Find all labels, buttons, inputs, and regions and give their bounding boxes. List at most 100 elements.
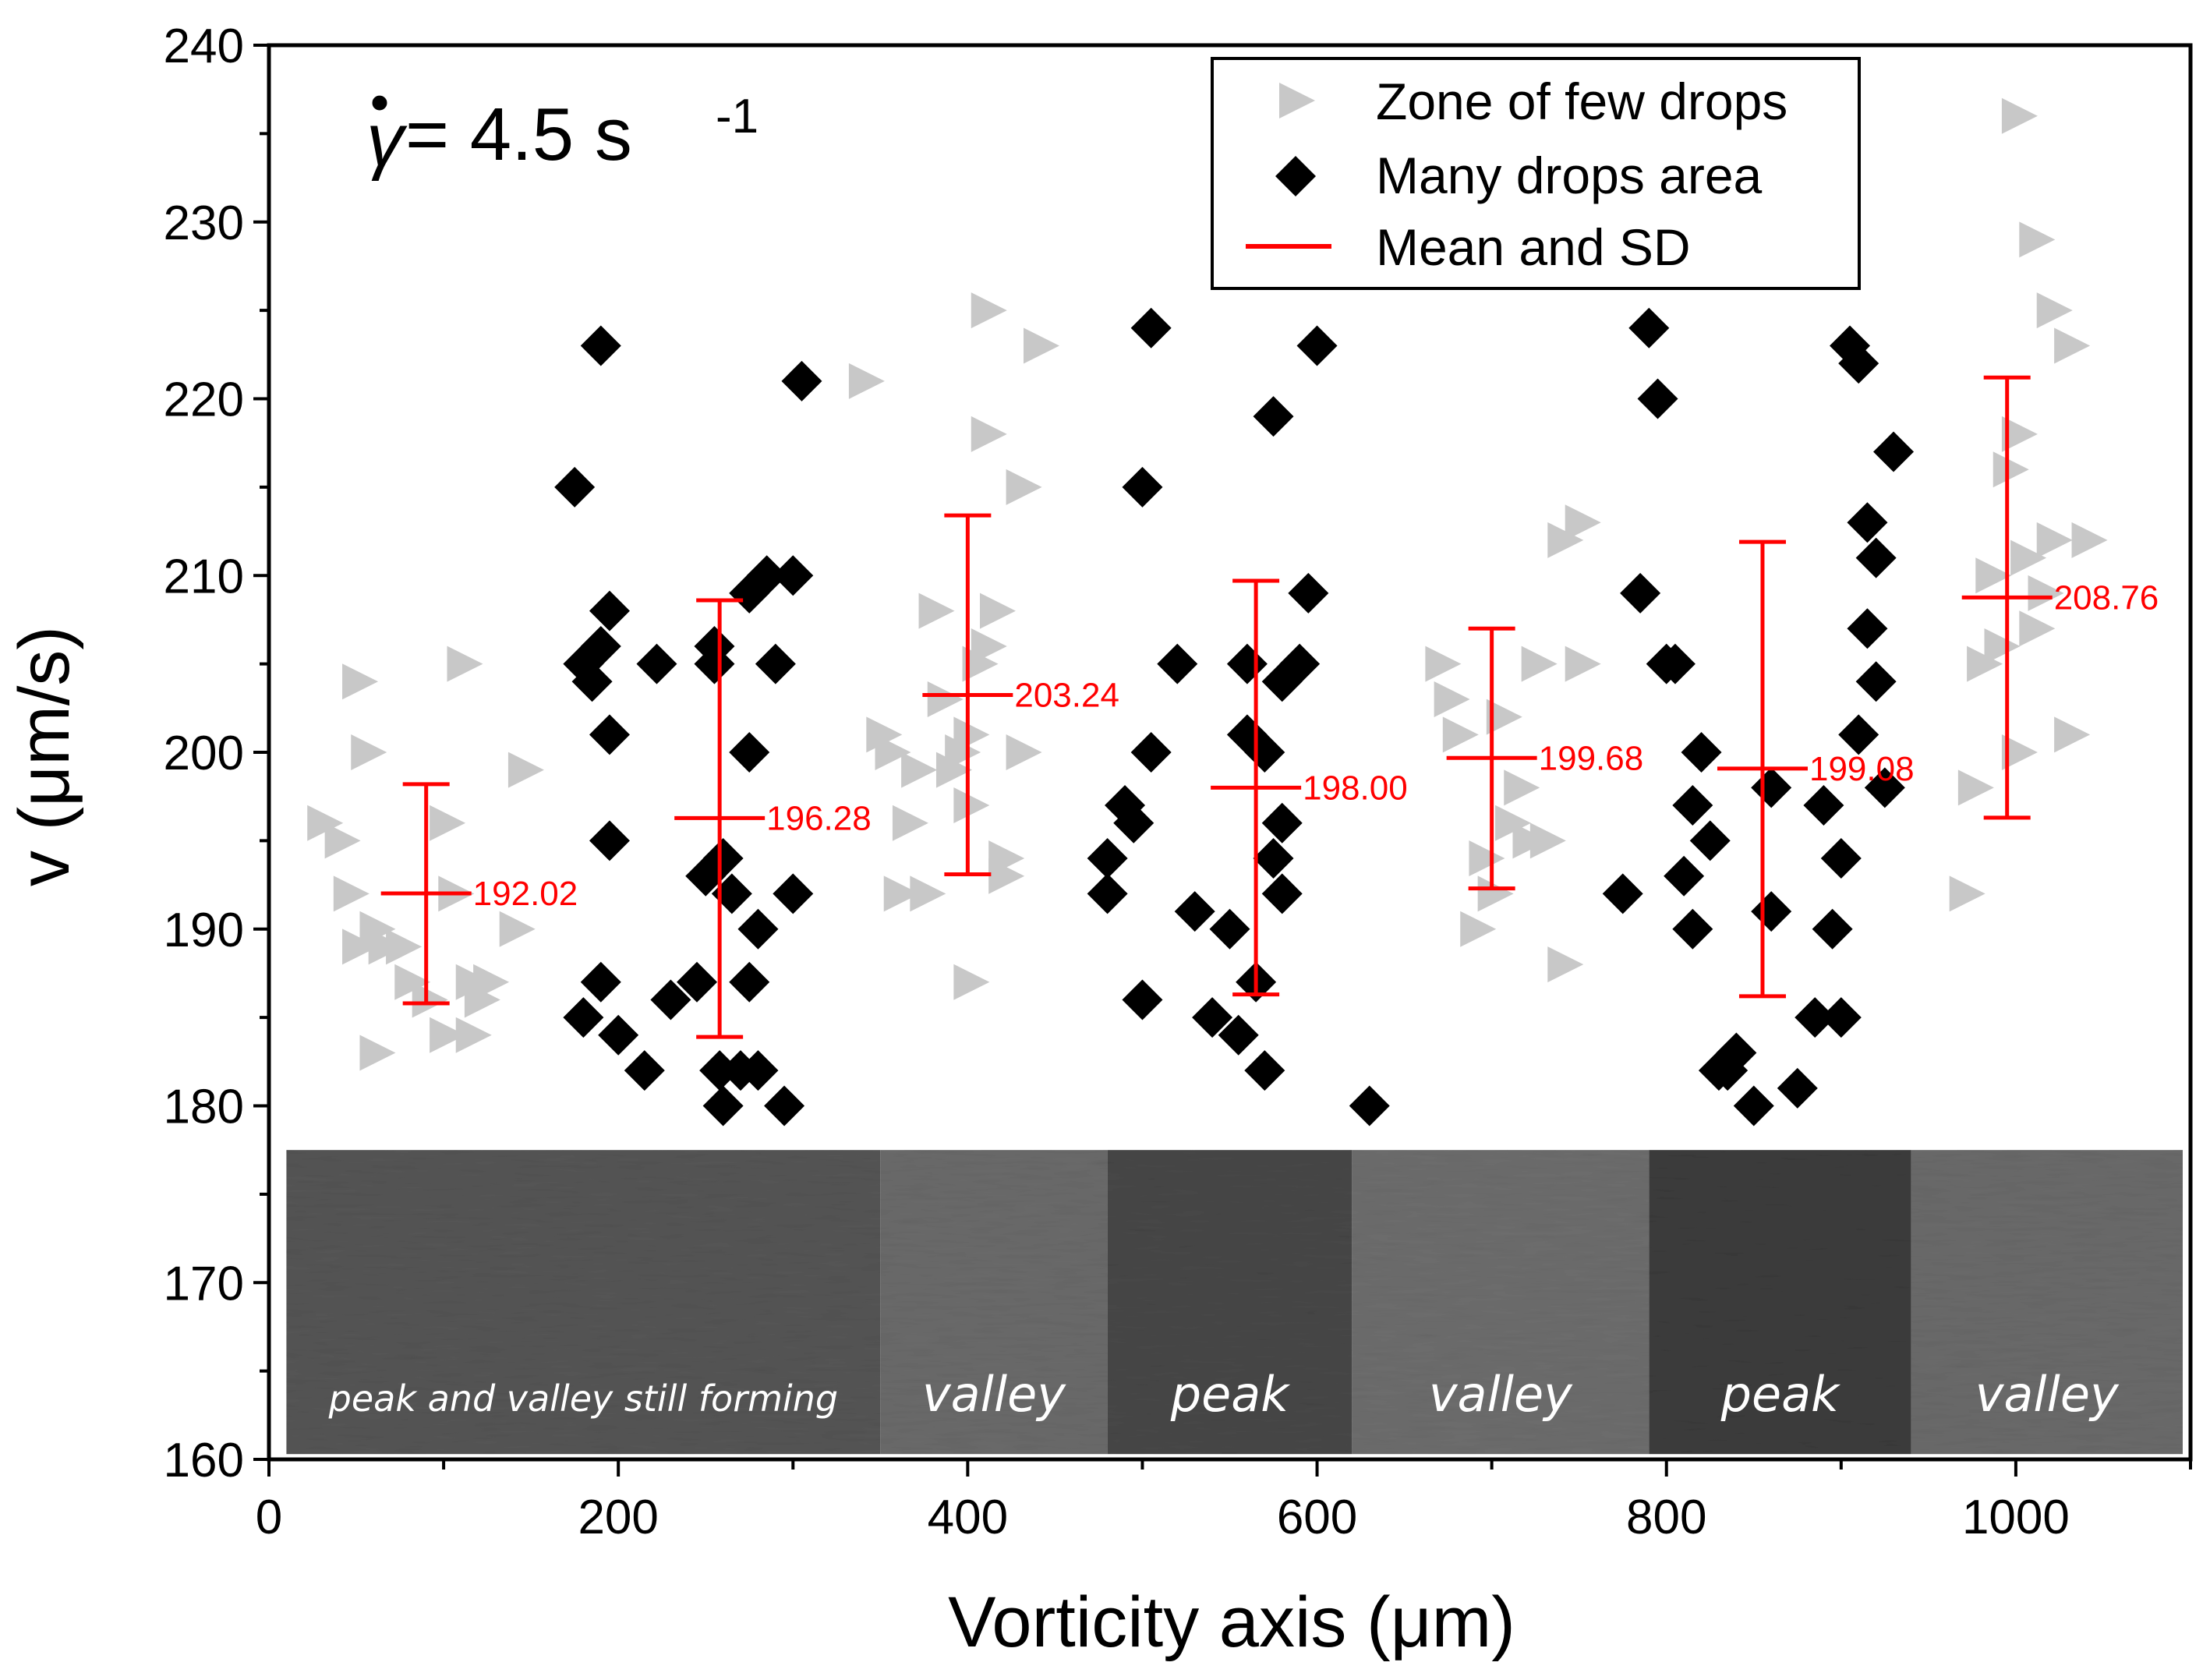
many-drops-point-38 [1113,802,1155,844]
many-drops-point-46 [1209,908,1250,950]
mean-sd-6: 199.08 [1717,539,1915,999]
legend-marker-few-drops [1279,83,1315,118]
many-drops-point-82 [1812,908,1853,950]
few-drops-point-3 [333,875,370,912]
legend-marker-many-drops [1275,156,1316,196]
many-drops-point-22 [711,873,752,914]
mean-value-label-3: 203.24 [1014,677,1119,715]
many-drops-point-40 [1122,979,1163,1020]
few-drops-point-80 [2019,221,2056,258]
few-drops-point-10 [386,928,423,965]
few-drops-point-52 [1477,875,1514,912]
band-label-5: peak [1720,1366,1840,1423]
few-drops-point-76 [2054,327,2091,364]
many-drops-point-91 [1855,537,1897,578]
many-drops-point-89 [1847,608,1888,649]
many-drops-point-9 [589,714,630,755]
mean-value-label-6: 199.08 [1809,750,1915,788]
mean-sd-2: 196.28 [674,598,872,1039]
band-segment-1 [286,1150,881,1455]
many-drops-point-10 [589,820,630,861]
few-drops-point-78 [2071,522,2108,558]
few-drops-point-69 [2001,416,2038,452]
many-drops-point-53 [1253,838,1294,879]
many-drops-point-42 [1130,732,1172,773]
band-label-3: peak [1170,1366,1290,1423]
few-drops-point-62 [1565,645,1601,682]
many-drops-point-60 [1296,325,1338,366]
many-drops-point-84 [1820,838,1862,879]
few-drops-point-57 [1521,645,1558,682]
few-drops-point-75 [2036,292,2073,329]
mean-value-label-5: 199.68 [1539,739,1644,777]
many-drops-point-28 [737,1050,779,1091]
band-label-1: peak and valley still forming [328,1378,838,1420]
few-drops-point-4 [342,663,379,700]
few-drops-point-13 [430,1017,466,1053]
many-drops-point-75 [1716,1032,1757,1073]
band-label-2: valley [922,1366,1066,1423]
many-drops-point-61 [1349,1085,1390,1126]
few-drops-point-37 [953,964,990,1000]
band-segment-3 [1107,1150,1353,1455]
few-drops-point-79 [2001,97,2038,134]
many-drops-point-63 [1620,572,1661,614]
few-drops-point-29 [910,875,946,912]
many-drops-point-65 [1637,378,1678,419]
many-drops-point-8 [589,590,630,631]
y-axis-title: v (μm/s) [5,626,84,886]
few-drops-point-2 [324,822,361,859]
many-drops-point-78 [1751,891,1792,932]
many-drops-point-92 [1864,767,1905,808]
many-drops-point-56 [1261,873,1303,914]
mean-value-label-7: 208.76 [2054,578,2159,617]
few-drops-point-14 [430,805,466,841]
many-drops-point-13 [636,643,677,684]
legend-box [1211,57,1861,290]
legend-label-many-drops: Many drops area [1376,147,1763,204]
mean-value-label-1: 192.02 [473,875,578,913]
y-tick-label-220: 220 [164,373,244,427]
mean-sd-3: 203.24 [922,513,1119,876]
many-drops-point-39 [1122,466,1163,508]
many-drops-point-58 [1279,643,1321,684]
legend-label-few-drops: Zone of few drops [1376,73,1787,130]
micrograph-band: peak and valley still forming valley peak v… [286,1150,2183,1455]
many-drops-point-25 [729,961,770,1003]
mean-value-label-4: 198.00 [1303,769,1408,807]
few-drops-point-43 [1006,469,1042,505]
many-drops-point-27 [737,908,779,950]
y-tick-label-180: 180 [164,1081,244,1134]
many-drops-point-87 [1838,714,1879,755]
many-drops-point-15 [677,961,718,1003]
many-drops-point-36 [1087,873,1128,914]
many-drops-point-54 [1253,396,1294,437]
shear-rate-exponent: -1 [716,90,758,143]
many-drops-point-31 [764,1085,805,1126]
many-drops-point-45 [1192,997,1233,1038]
band-segment-2 [880,1150,1108,1455]
many-drops-point-93 [1873,431,1915,472]
few-drops-point-58 [1529,822,1566,859]
few-drops-point-31 [927,681,964,717]
few-drops-point-39 [971,292,1007,329]
few-drops-point-77 [2054,716,2091,753]
y-tick-label-230: 230 [164,196,244,250]
gamma-dot: • [370,72,390,133]
data-points [307,97,2108,1126]
many-drops-point-6 [580,961,621,1003]
few-drops-point-71 [2010,539,2047,576]
many-drops-point-5 [580,625,621,667]
few-drops-point-8 [359,1035,396,1071]
many-drops-point-86 [1838,343,1879,384]
many-drops-point-29 [746,555,787,596]
many-drops-point-7 [580,325,621,366]
mean-value-label-2: 196.28 [766,799,872,837]
few-drops-point-55 [1504,769,1540,806]
y-tick-label-210: 210 [164,550,244,603]
few-drops-point-49 [1442,716,1479,753]
shear-rate-value: = 4.5 s [405,93,632,176]
few-drops-point-16 [447,645,483,682]
few-drops-point-61 [1565,504,1601,541]
few-drops-point-67 [1984,628,2021,664]
